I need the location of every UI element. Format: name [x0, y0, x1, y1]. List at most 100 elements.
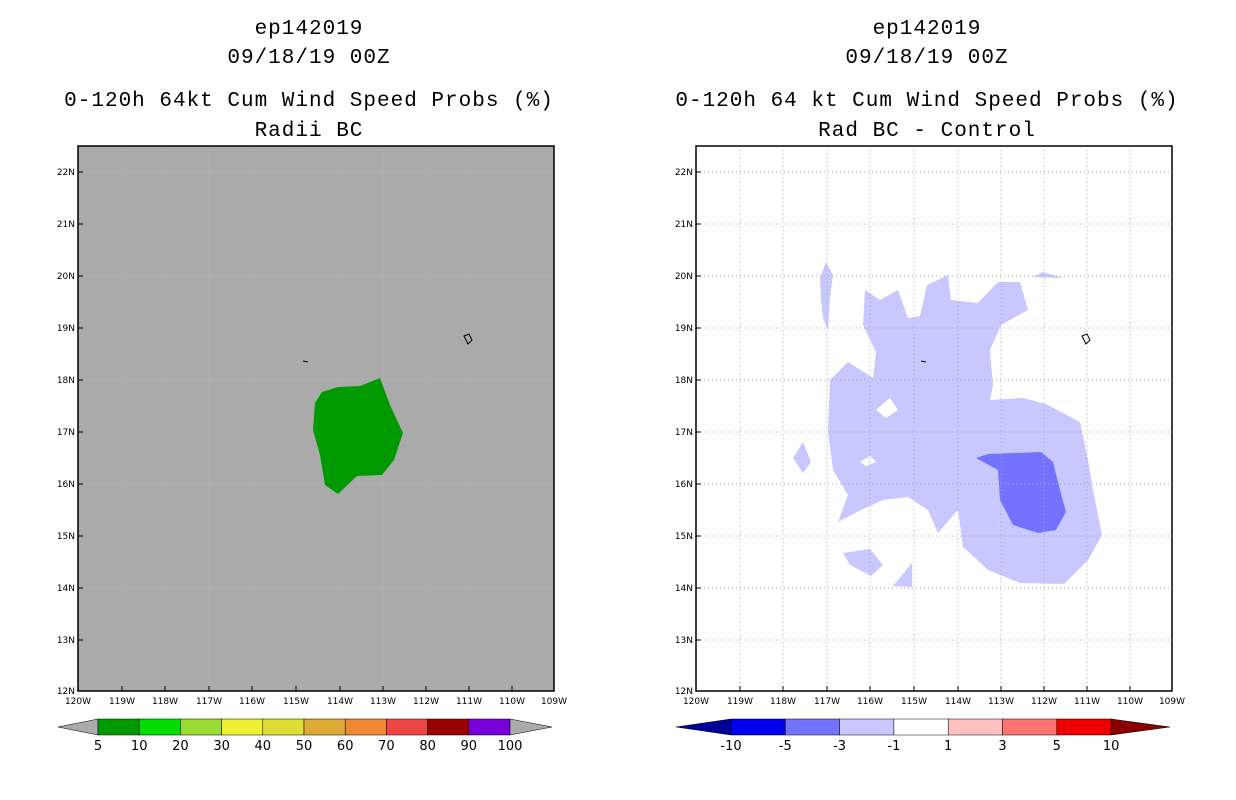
lon-label: 114W: [327, 697, 353, 707]
colorbar-swatch: [344, 718, 387, 736]
colorbar-label: 30: [213, 739, 230, 754]
lon-label: 119W: [109, 697, 135, 707]
colorbar-under-arrow: [675, 718, 732, 736]
datetime: 09/18/19 00Z: [227, 47, 391, 70]
lon-label: 120W: [65, 697, 91, 707]
colorbar-label: 5: [94, 739, 102, 754]
colorbar-label: -1: [887, 739, 900, 754]
colorbar-swatch: [468, 718, 511, 736]
lon-label: 115W: [901, 697, 927, 707]
lat-label: 21N: [57, 220, 75, 230]
lon-label: 112W: [413, 697, 439, 707]
colorbar-label: 80: [419, 739, 436, 754]
colorbar-swatch: [839, 718, 895, 736]
island-outline: [463, 333, 473, 345]
colorbar-label: 70: [378, 739, 395, 754]
islet-marker: [302, 360, 309, 363]
lat-label: 18N: [57, 376, 75, 386]
lat-label: 14N: [57, 584, 75, 594]
diff-contour-minus1-north: [820, 262, 833, 330]
grid-lines: [696, 146, 1172, 691]
diff-contour-minus1-west: [793, 442, 811, 473]
lat-label: 12N: [57, 687, 75, 697]
lon-label: 109W: [1159, 697, 1185, 707]
colorbar-under-arrow: [57, 718, 99, 736]
island-outline: [1081, 333, 1091, 345]
lat-label: 13N: [57, 636, 75, 646]
lat-label: 20N: [675, 272, 693, 282]
colorbar-swatch: [427, 718, 470, 736]
lon-label: 113W: [370, 697, 396, 707]
lat-label: 16N: [675, 480, 693, 490]
colorbar-swatch: [1056, 718, 1112, 736]
colorbar-swatch: [785, 718, 840, 736]
colorbar-label: -10: [720, 739, 741, 754]
chart-title: 0-120h 64kt Cum Wind Speed Probs (%): [64, 90, 554, 113]
lat-label: 17N: [57, 428, 75, 438]
lat-label: 19N: [57, 324, 75, 334]
lon-label: 119W: [727, 697, 753, 707]
lat-label: 22N: [57, 168, 75, 178]
storm-id: ep142019: [872, 18, 982, 41]
right-panel: ep142019 09/18/19 00Z 0-120h 64 kt Cum W…: [618, 0, 1236, 800]
colorbar-label: 20: [172, 739, 189, 754]
colorbar-label: -5: [779, 739, 792, 754]
islet-marker: [920, 360, 927, 363]
lon-label: 118W: [152, 697, 178, 707]
lon-label: 120W: [683, 697, 709, 707]
lat-label: 12N: [675, 687, 693, 697]
colorbar-label: 10: [131, 739, 148, 754]
lon-label: 116W: [857, 697, 883, 707]
map-frame: [695, 145, 1173, 692]
datetime: 09/18/19 00Z: [845, 47, 1009, 70]
grid-lines: [78, 146, 554, 691]
lon-label: 110W: [499, 697, 525, 707]
lon-label: 117W: [814, 697, 840, 707]
prob-contour-5: [313, 378, 403, 494]
lon-label: 111W: [456, 697, 482, 707]
colorbar-label: 50: [296, 739, 313, 754]
colorbar-swatch: [221, 718, 264, 736]
lat-label: 18N: [675, 376, 693, 386]
colorbar-swatch: [138, 718, 181, 736]
colorbar-label: 90: [461, 739, 478, 754]
colorbar-label: 40: [255, 739, 272, 754]
lon-label: 118W: [770, 697, 796, 707]
chart-title: 0-120h 64 kt Cum Wind Speed Probs (%): [675, 90, 1179, 113]
colorbar-swatch: [1002, 718, 1058, 736]
lat-label: 22N: [675, 168, 693, 178]
chart-subtitle: Radii BC: [254, 120, 364, 143]
lon-label: 117W: [196, 697, 222, 707]
colorbar-swatch: [947, 718, 1003, 736]
lat-label: 14N: [675, 584, 693, 594]
colorbar-label: 5: [1053, 739, 1061, 754]
map-frame: [77, 145, 555, 692]
colorbar-label: 1: [944, 739, 952, 754]
colorbar-label: 60: [337, 739, 354, 754]
colorbar-swatch: [97, 718, 140, 736]
colorbar-swatch: [730, 718, 786, 736]
colorbar-over-arrow: [509, 718, 553, 736]
diff-contour-minus3: [976, 452, 1066, 533]
colorbar: 5 10 20 30 40 50 60 70 80 90 100: [57, 718, 553, 754]
colorbar-swatch: [303, 718, 346, 736]
lat-label: 16N: [57, 480, 75, 490]
lon-label: 109W: [541, 697, 567, 707]
lat-label: 15N: [675, 532, 693, 542]
colorbar-over-arrow: [1110, 718, 1171, 736]
diff-contour-minus1-south: [843, 549, 883, 576]
lat-label: 17N: [675, 428, 693, 438]
lon-label: 112W: [1031, 697, 1057, 707]
lon-label: 110W: [1117, 697, 1143, 707]
colorbar-swatch: [180, 718, 222, 736]
lat-label: 19N: [675, 324, 693, 334]
lat-label: 21N: [675, 220, 693, 230]
colorbar-label: 100: [498, 739, 523, 754]
lon-label: 113W: [988, 697, 1014, 707]
left-panel: ep142019 09/18/19 00Z 0-120h 64kt Cum Wi…: [57, 18, 567, 754]
colorbar-swatch: [262, 718, 305, 736]
